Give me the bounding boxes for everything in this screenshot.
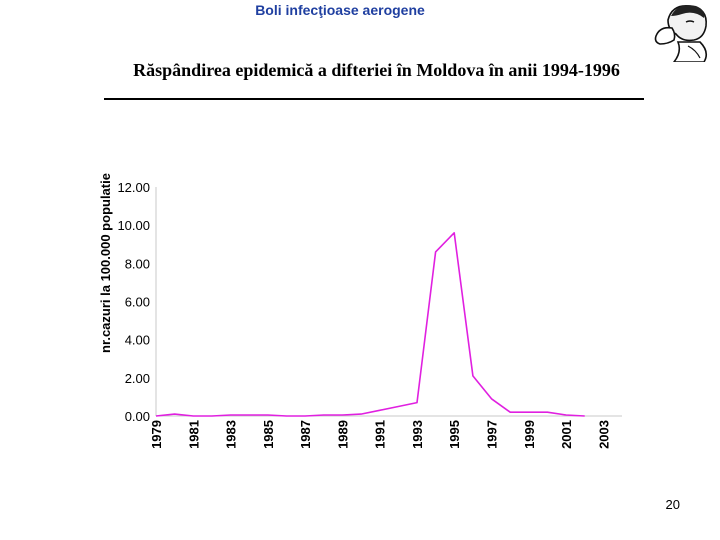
- thinking-man-icon: [638, 0, 720, 62]
- x-tick-label: 1991: [373, 420, 388, 449]
- y-tick-label: 6.00: [125, 295, 150, 310]
- diphtheria-line-chart: nr.cazuri la 100.000 populatie 0.00 2.00 4…: [98, 173, 622, 449]
- x-tick-label: 1995: [447, 420, 462, 449]
- x-tick-label: 1981: [186, 420, 201, 449]
- page-number: 20: [665, 497, 680, 512]
- x-tick-label: 2003: [596, 420, 611, 449]
- x-tick-label: 1989: [335, 420, 350, 449]
- x-tick-label: 1983: [224, 420, 239, 449]
- y-tick-label: 0.00: [125, 409, 150, 424]
- y-axis-title: nr.cazuri la 100.000 populatie: [98, 173, 113, 353]
- y-tick-label: 4.00: [125, 333, 150, 348]
- slide-title: Răspândirea epidemică a difteriei în Mol…: [133, 60, 620, 80]
- presentation-header: Boli infecţioase aerogene: [255, 2, 425, 18]
- x-tick-label: 1979: [149, 420, 164, 449]
- x-tick-label: 1993: [410, 420, 425, 449]
- x-tick-label: 1987: [298, 420, 313, 449]
- y-tick-label: 8.00: [125, 256, 150, 271]
- y-tick-label: 2.00: [125, 371, 150, 386]
- y-tick-label: 10.00: [117, 218, 150, 233]
- y-tick-label: 12.00: [117, 180, 150, 195]
- x-tick-label: 1985: [261, 420, 276, 449]
- x-tick-label: 1997: [485, 420, 500, 449]
- x-tick-label: 1999: [522, 420, 537, 449]
- x-tick-label: 2001: [559, 420, 574, 449]
- series-line: [155, 232, 585, 417]
- title-underline: [104, 98, 644, 100]
